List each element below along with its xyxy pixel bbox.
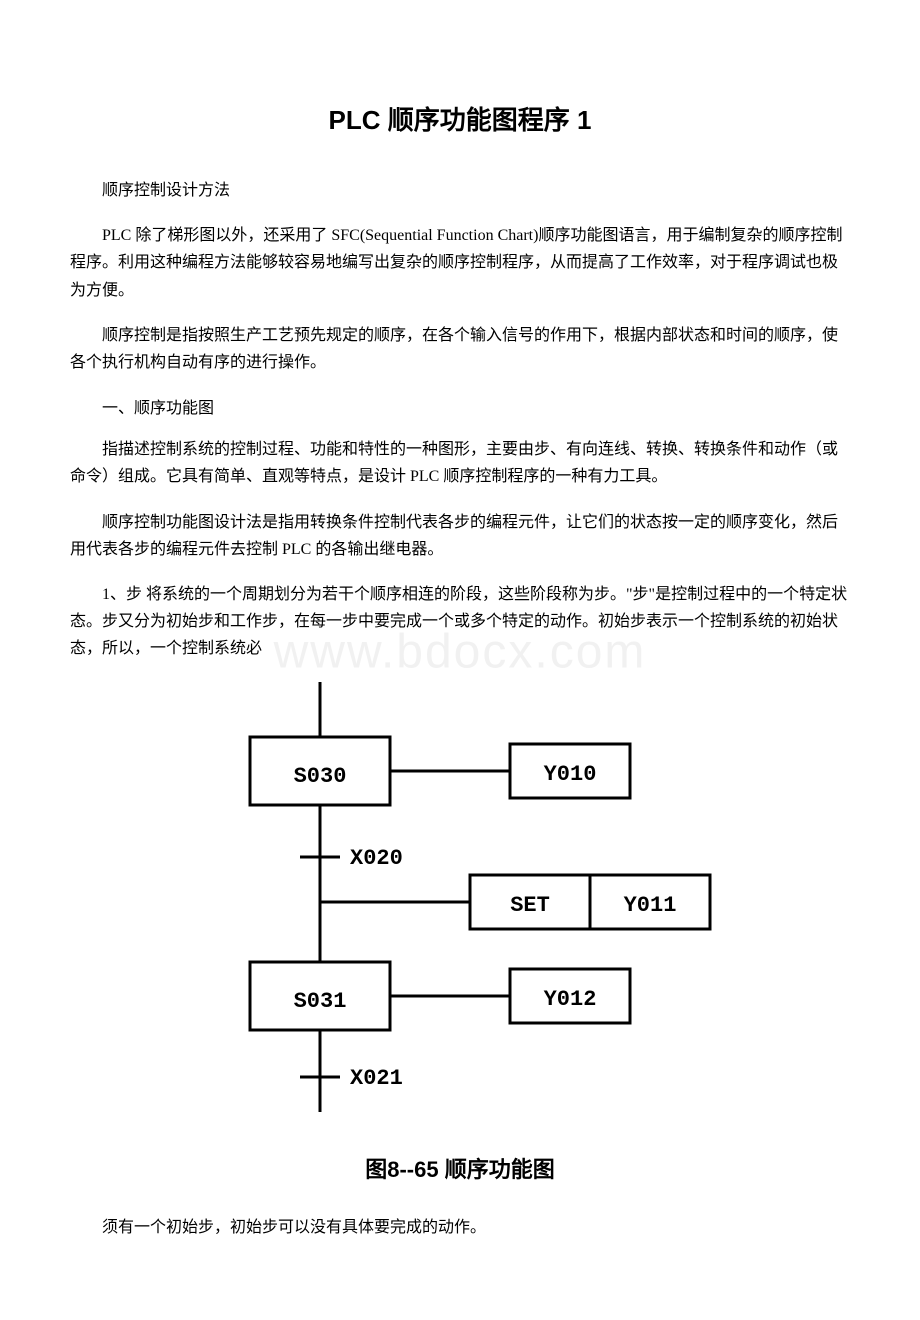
paragraph-sfc-description: 指描述控制系统的控制过程、功能和特性的一种图形，主要由步、有向连线、转换、转换条… <box>70 436 850 490</box>
action-y012-label: Y012 <box>544 987 597 1012</box>
paragraph-seq-control: 顺序控制是指按照生产工艺预先规定的顺序，在各个输入信号的作用下，根据内部状态和时… <box>70 322 850 376</box>
paragraph-initial-step: 须有一个初始步，初始步可以没有具体要完成的动作。 <box>70 1214 850 1241</box>
paragraph-sfc-method: 顺序控制功能图设计法是指用转换条件控制代表各步的编程元件，让它们的状态按一定的顺… <box>70 509 850 563</box>
paragraph-intro-heading: 顺序控制设计方法 <box>70 177 850 204</box>
section-heading-sfc: 一、顺序功能图 <box>70 394 850 418</box>
step-s030-label: S030 <box>294 764 347 789</box>
diagram-caption: 图8--65 顺序功能图 <box>190 1152 730 1184</box>
paragraph-sfc-intro: PLC 除了梯形图以外，还采用了 SFC(Sequential Function… <box>70 222 850 304</box>
sfc-diagram-container: www.bdocx.com S030 Y010 X020 SET Y011 S0… <box>190 682 730 1184</box>
sfc-diagram: S030 Y010 X020 SET Y011 S031 Y012 X021 <box>190 682 730 1142</box>
transition-x020-label: X020 <box>350 846 403 871</box>
paragraph-step-definition: 1、步 将系统的一个周期划分为若干个顺序相连的阶段，这些阶段称为步。"步"是控制… <box>70 581 850 663</box>
action-y011-label: Y011 <box>624 893 677 918</box>
action-y010-label: Y010 <box>544 762 597 787</box>
step-s031-label: S031 <box>294 989 347 1014</box>
action-set-label: SET <box>510 893 550 918</box>
document-title: PLC 顺序功能图程序 1 <box>70 100 850 137</box>
transition-x021-label: X021 <box>350 1066 403 1091</box>
